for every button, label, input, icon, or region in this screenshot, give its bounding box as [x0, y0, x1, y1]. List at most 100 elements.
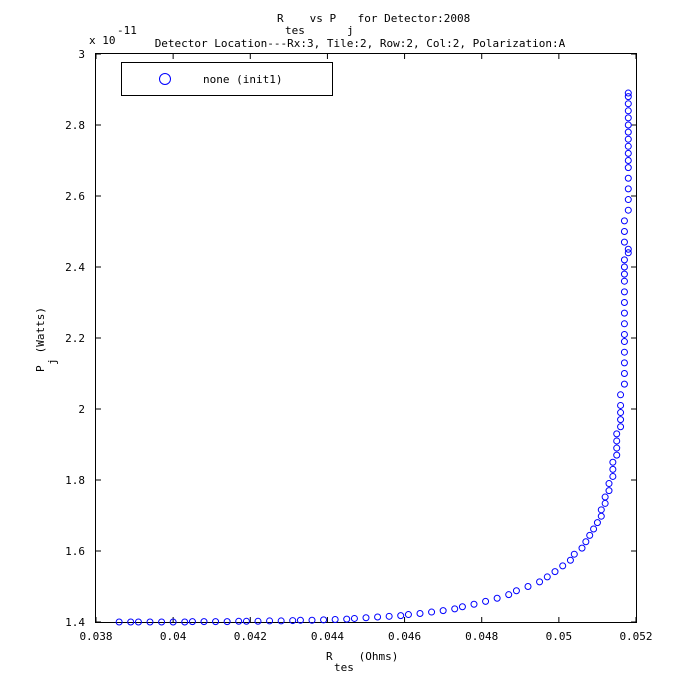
data-point	[617, 401, 625, 409]
x-tick-label: 0.04	[160, 630, 187, 643]
data-point	[320, 616, 328, 624]
data-point	[482, 597, 490, 605]
data-point	[620, 217, 628, 225]
data-point	[624, 157, 632, 164]
data-point	[543, 573, 551, 581]
data-point	[559, 562, 567, 570]
data-point	[397, 612, 405, 620]
data-point	[624, 196, 632, 204]
y-tick-label: 2.8	[65, 119, 85, 132]
data-point	[620, 359, 628, 367]
data-point	[343, 615, 351, 623]
data-point	[582, 538, 590, 546]
data-point	[620, 380, 628, 388]
data-point	[254, 617, 262, 625]
data-point	[624, 245, 632, 253]
data-point	[593, 519, 601, 527]
data-point	[512, 587, 520, 595]
data-point	[242, 617, 250, 625]
data-point	[624, 121, 632, 129]
title-line1-mid: vs P	[303, 12, 336, 25]
data-point	[505, 591, 513, 599]
xlabel-main: R	[326, 650, 333, 663]
y-tick-label: 1.6	[65, 545, 85, 558]
legend-label: none (init1)	[203, 73, 282, 86]
data-point	[586, 531, 594, 539]
legend-marker-icon	[159, 73, 171, 85]
data-point	[289, 617, 297, 625]
data-point	[451, 605, 459, 613]
data-point	[597, 512, 605, 520]
data-point	[266, 617, 274, 625]
data-point	[115, 618, 123, 626]
data-point	[624, 100, 632, 108]
title-line2: Detector Location---Rx:3, Tile:2, Row:2,…	[155, 37, 566, 50]
data-point	[620, 338, 628, 346]
x-axis-ticks: 0.038 0.04 0.042 0.044 0.046 0.048 0.05 0.052	[79, 54, 653, 643]
data-point	[613, 430, 621, 438]
data-points	[115, 89, 632, 626]
data-point	[458, 603, 466, 611]
xlabel-sub: tes	[334, 661, 354, 674]
data-point	[605, 480, 613, 488]
data-point	[624, 107, 632, 115]
data-point	[362, 614, 370, 622]
data-point	[158, 618, 166, 626]
data-point	[624, 114, 632, 122]
data-point	[613, 437, 621, 445]
data-point	[624, 93, 632, 101]
data-point	[169, 618, 177, 626]
x-tick-label: 0.042	[234, 630, 267, 643]
chart-title: R tes vs P j for Detector:2008 Detector …	[155, 12, 566, 50]
data-point	[296, 616, 304, 624]
data-point	[146, 618, 154, 626]
y-tick-label: 1.4	[65, 616, 85, 629]
data-point	[624, 164, 632, 172]
data-point	[212, 618, 220, 626]
y-tick-label: 3	[78, 48, 85, 61]
legend: none (init1)	[121, 62, 333, 96]
data-point	[404, 611, 412, 619]
data-point	[428, 608, 436, 616]
data-point	[620, 256, 628, 264]
y-tick-label: 2.2	[65, 332, 85, 345]
data-point	[470, 600, 478, 608]
ylabel-unit: (Watts)	[34, 307, 47, 360]
data-point	[624, 206, 632, 214]
y-axis-label: P j (Watts)	[34, 307, 59, 372]
data-point	[570, 550, 578, 558]
data-point	[620, 320, 628, 328]
data-point	[597, 506, 605, 514]
data-point	[416, 609, 424, 617]
data-point	[617, 416, 625, 424]
data-point	[493, 594, 501, 602]
data-point	[181, 618, 189, 626]
data-point	[350, 614, 358, 622]
title-line1-main: R	[277, 12, 284, 25]
data-point	[620, 238, 628, 246]
y-tick-label: 1.8	[65, 474, 85, 487]
data-point	[601, 499, 609, 507]
data-point	[590, 525, 598, 533]
data-point	[605, 487, 613, 495]
data-point	[624, 128, 632, 136]
title-line1-sub2: j	[347, 24, 354, 37]
y-axis-multiplier: x 10 -11	[89, 24, 137, 47]
data-point	[624, 185, 632, 193]
data-point	[308, 616, 316, 624]
plot-area-frame	[95, 53, 637, 623]
data-point	[620, 309, 628, 317]
data-point	[624, 149, 632, 157]
x-tick-label: 0.05	[546, 630, 573, 643]
data-point	[134, 618, 142, 626]
data-point	[624, 89, 632, 97]
data-point	[188, 618, 196, 626]
data-point	[620, 277, 628, 285]
data-point	[613, 451, 621, 459]
data-point	[536, 578, 544, 586]
data-point	[609, 465, 617, 473]
x-tick-label: 0.052	[619, 630, 652, 643]
ylabel-main: P	[34, 365, 47, 372]
data-point	[609, 458, 617, 466]
xlabel-unit: (Ohms)	[352, 650, 398, 663]
